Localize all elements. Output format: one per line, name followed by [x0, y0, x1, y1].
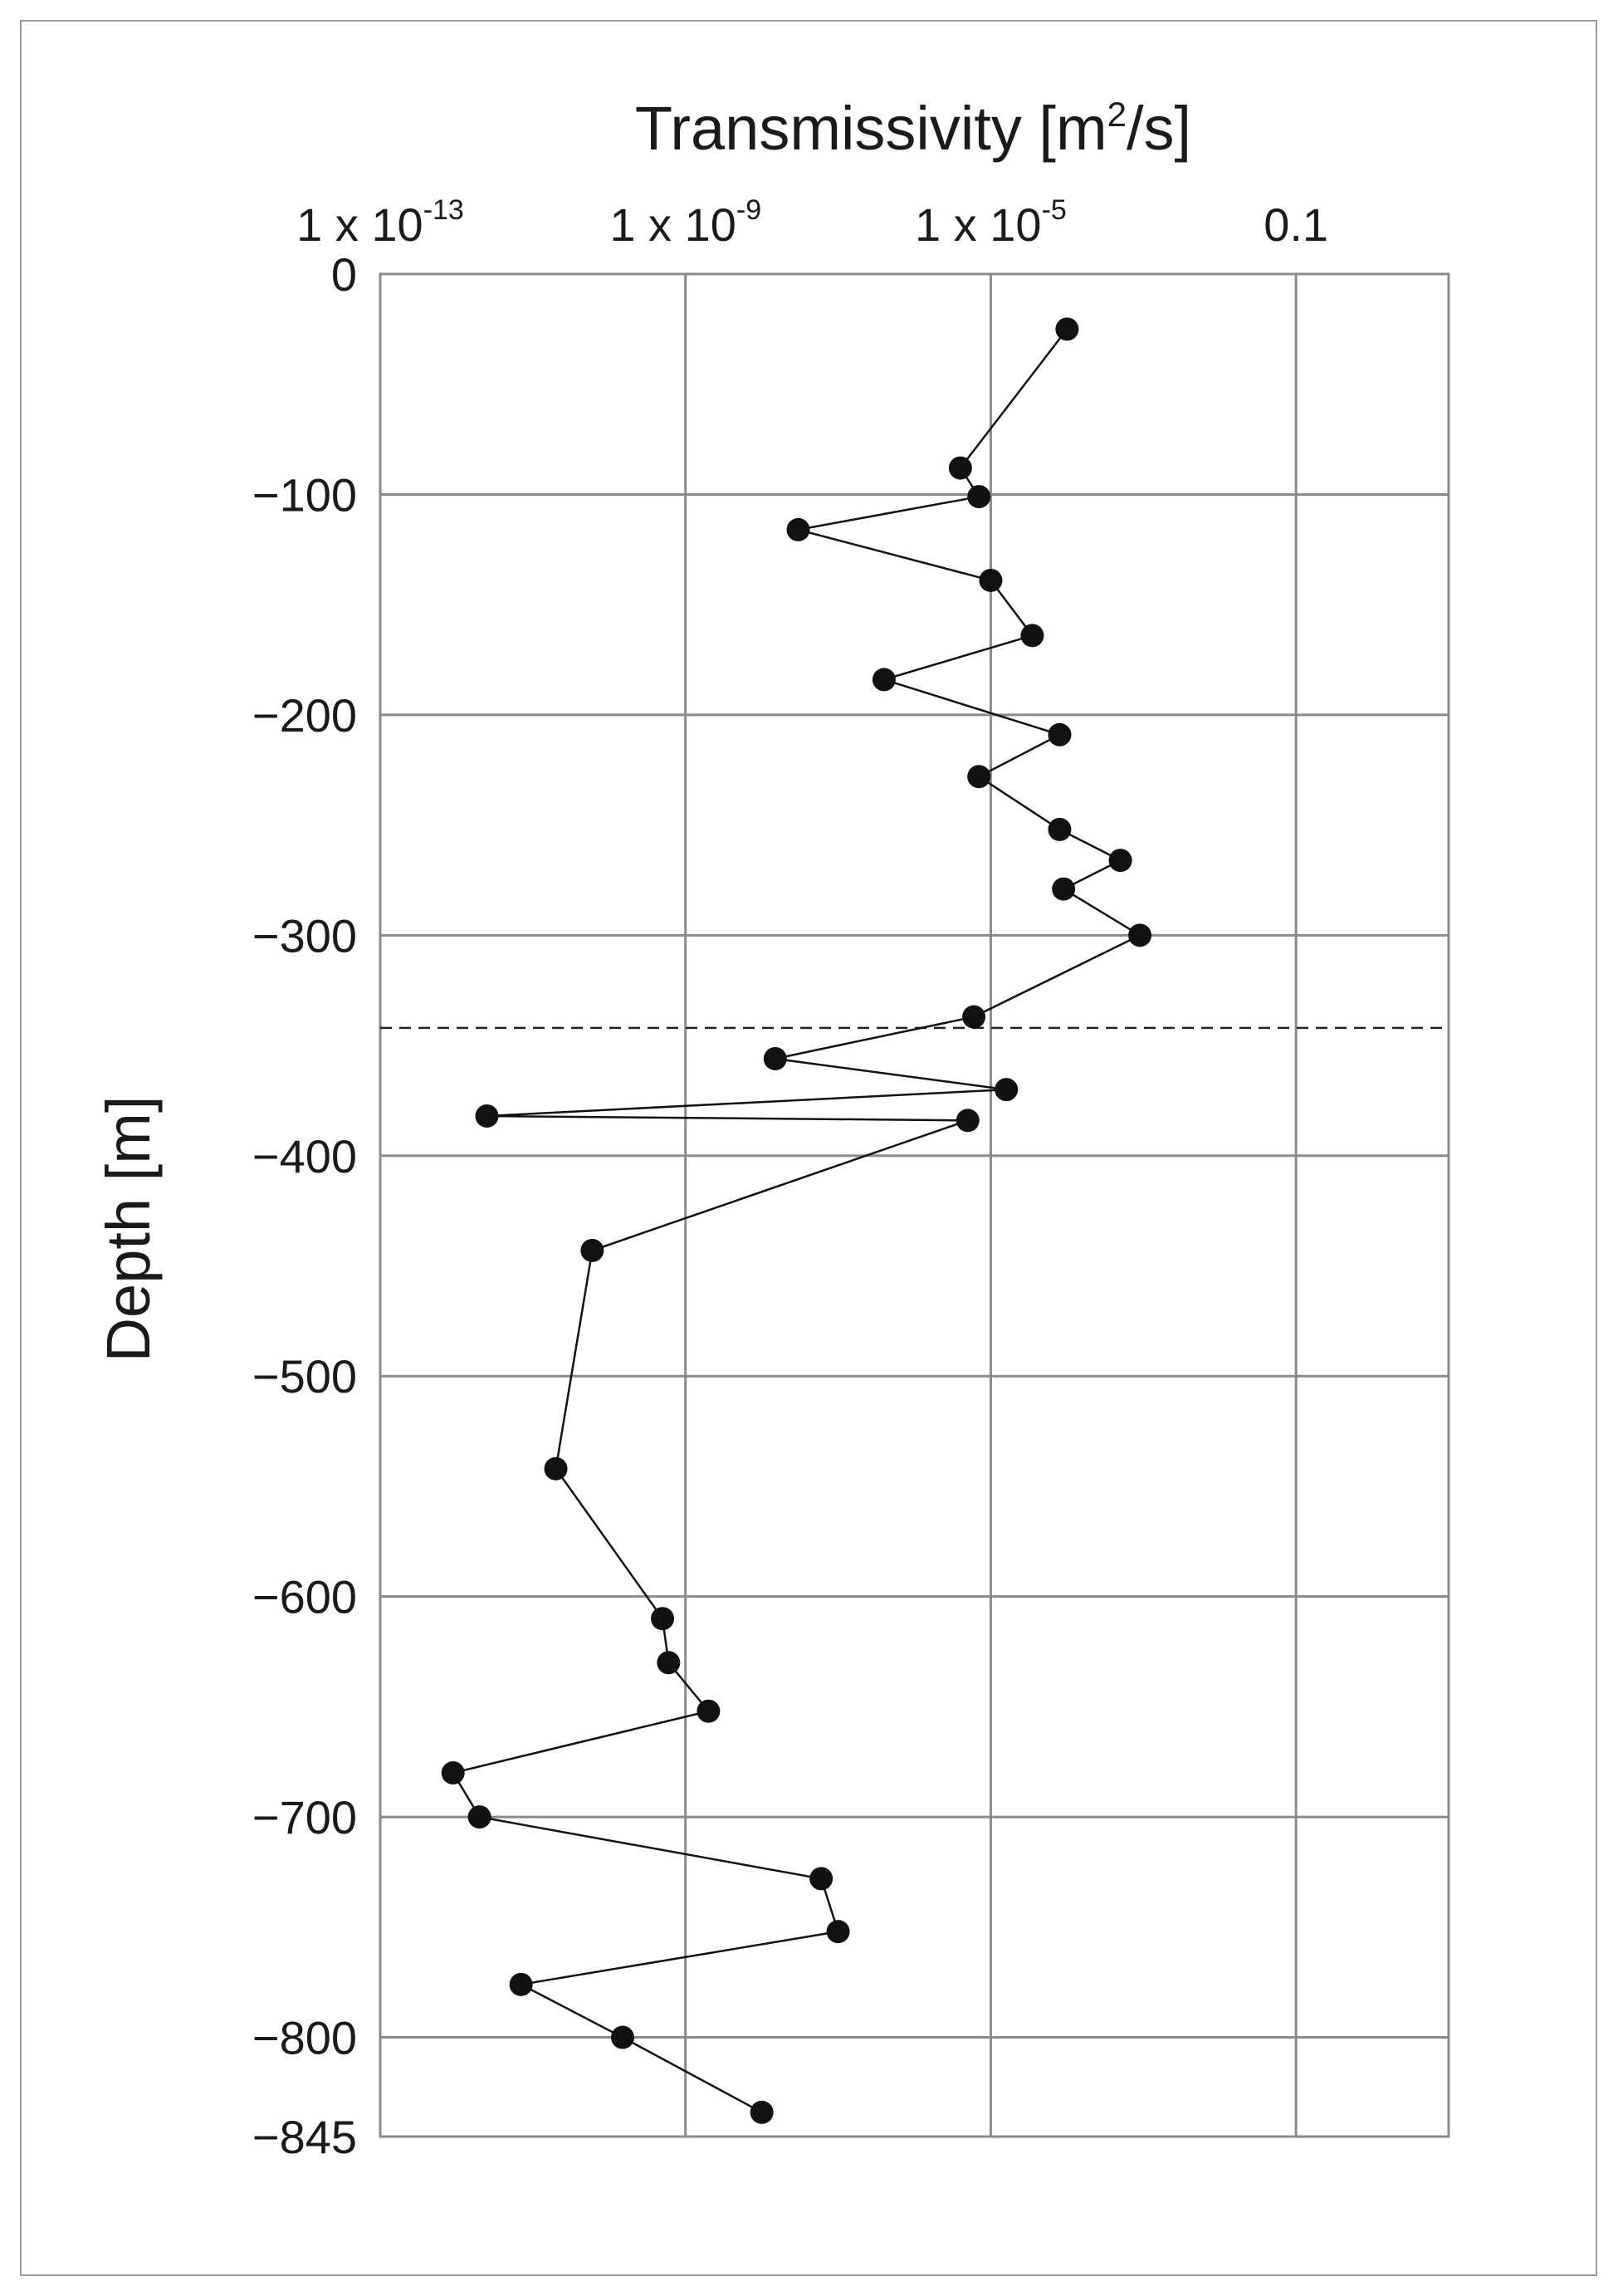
data-point-8: [967, 765, 991, 789]
data-point-2: [967, 485, 991, 509]
data-point-9: [1048, 817, 1072, 841]
data-points: [441, 317, 1152, 2124]
series-line: [451, 328, 1142, 2113]
data-point-12: [1128, 923, 1152, 947]
figure-frame: [20, 20, 1597, 2276]
data-point-28: [610, 2025, 634, 2049]
y-tick-label-3: −300: [252, 909, 357, 962]
data-point-21: [657, 1651, 681, 1675]
y-tick-labels: 0 −100 −200 −300 −400 −500 −600 −700 −800 −845: [252, 248, 357, 2163]
data-point-27: [509, 1972, 533, 1996]
x-tick-label-1: 1 x 10-9: [609, 194, 761, 251]
x-tick-label-exp: -9: [736, 194, 761, 226]
y-tick-label-4: −400: [252, 1130, 357, 1182]
data-point-7: [1048, 722, 1072, 747]
data-point-22: [697, 1699, 721, 1723]
data-point-0: [1055, 317, 1079, 341]
x-tick-label-exp: -5: [1042, 194, 1067, 226]
y-tick-label-1: −100: [252, 468, 357, 521]
data-point-14: [763, 1046, 787, 1070]
data-point-24: [467, 1805, 491, 1829]
data-point-25: [809, 1867, 833, 1891]
y-tick-label-9: −845: [252, 2111, 357, 2163]
y-tick-label-2: −200: [252, 689, 357, 742]
data-point-19: [544, 1456, 568, 1481]
x-axis-title-sup: 2: [1107, 95, 1127, 134]
y-tick-label-5: −500: [252, 1350, 357, 1403]
x-tick-label-base: 0.1: [1264, 198, 1328, 251]
x-tick-label-base: 1 x 10: [915, 198, 1042, 251]
x-axis-title-rest: /s]: [1127, 94, 1191, 163]
data-point-1: [948, 456, 972, 480]
data-point-11: [1052, 877, 1076, 901]
x-axis-title-base: Transmissivity [m: [635, 94, 1107, 163]
data-point-20: [651, 1607, 675, 1631]
data-point-10: [1108, 849, 1132, 873]
x-tick-label-exp: -13: [423, 194, 464, 226]
data-point-6: [872, 668, 896, 692]
data-point-23: [441, 1761, 465, 1785]
x-tick-label-0: 1 x 10-13: [296, 194, 464, 251]
grid: [379, 272, 1449, 2138]
y-axis-title: Depth [m]: [94, 1096, 163, 1363]
data-point-3: [786, 517, 810, 541]
x-tick-label-2: 1 x 10-5: [915, 194, 1067, 251]
data-point-13: [962, 1005, 986, 1029]
y-tick-label-6: −600: [252, 1571, 357, 1623]
data-point-4: [979, 568, 1003, 592]
x-tick-label-base: 1 x 10: [609, 198, 736, 251]
plot-area-border: [379, 272, 1450, 2138]
data-point-16: [475, 1104, 499, 1128]
data-point-5: [1020, 624, 1044, 648]
x-axis-title: Transmissivity [m2/s]: [635, 94, 1191, 163]
data-point-15: [995, 1078, 1019, 1102]
data-point-29: [750, 2100, 774, 2124]
data-point-18: [580, 1238, 604, 1262]
x-tick-label-3: 0.1: [1264, 198, 1328, 251]
data-point-26: [826, 1920, 850, 1944]
y-tick-label-8: −800: [252, 2012, 357, 2064]
y-tick-label-7: −700: [252, 1791, 357, 1843]
y-tick-label-0: 0: [331, 248, 357, 301]
data-point-17: [956, 1109, 980, 1133]
x-tick-label-base: 1 x 10: [296, 198, 423, 251]
x-tick-labels: 1 x 10-13 1 x 10-9 1 x 10-5 0.1: [296, 194, 1328, 251]
